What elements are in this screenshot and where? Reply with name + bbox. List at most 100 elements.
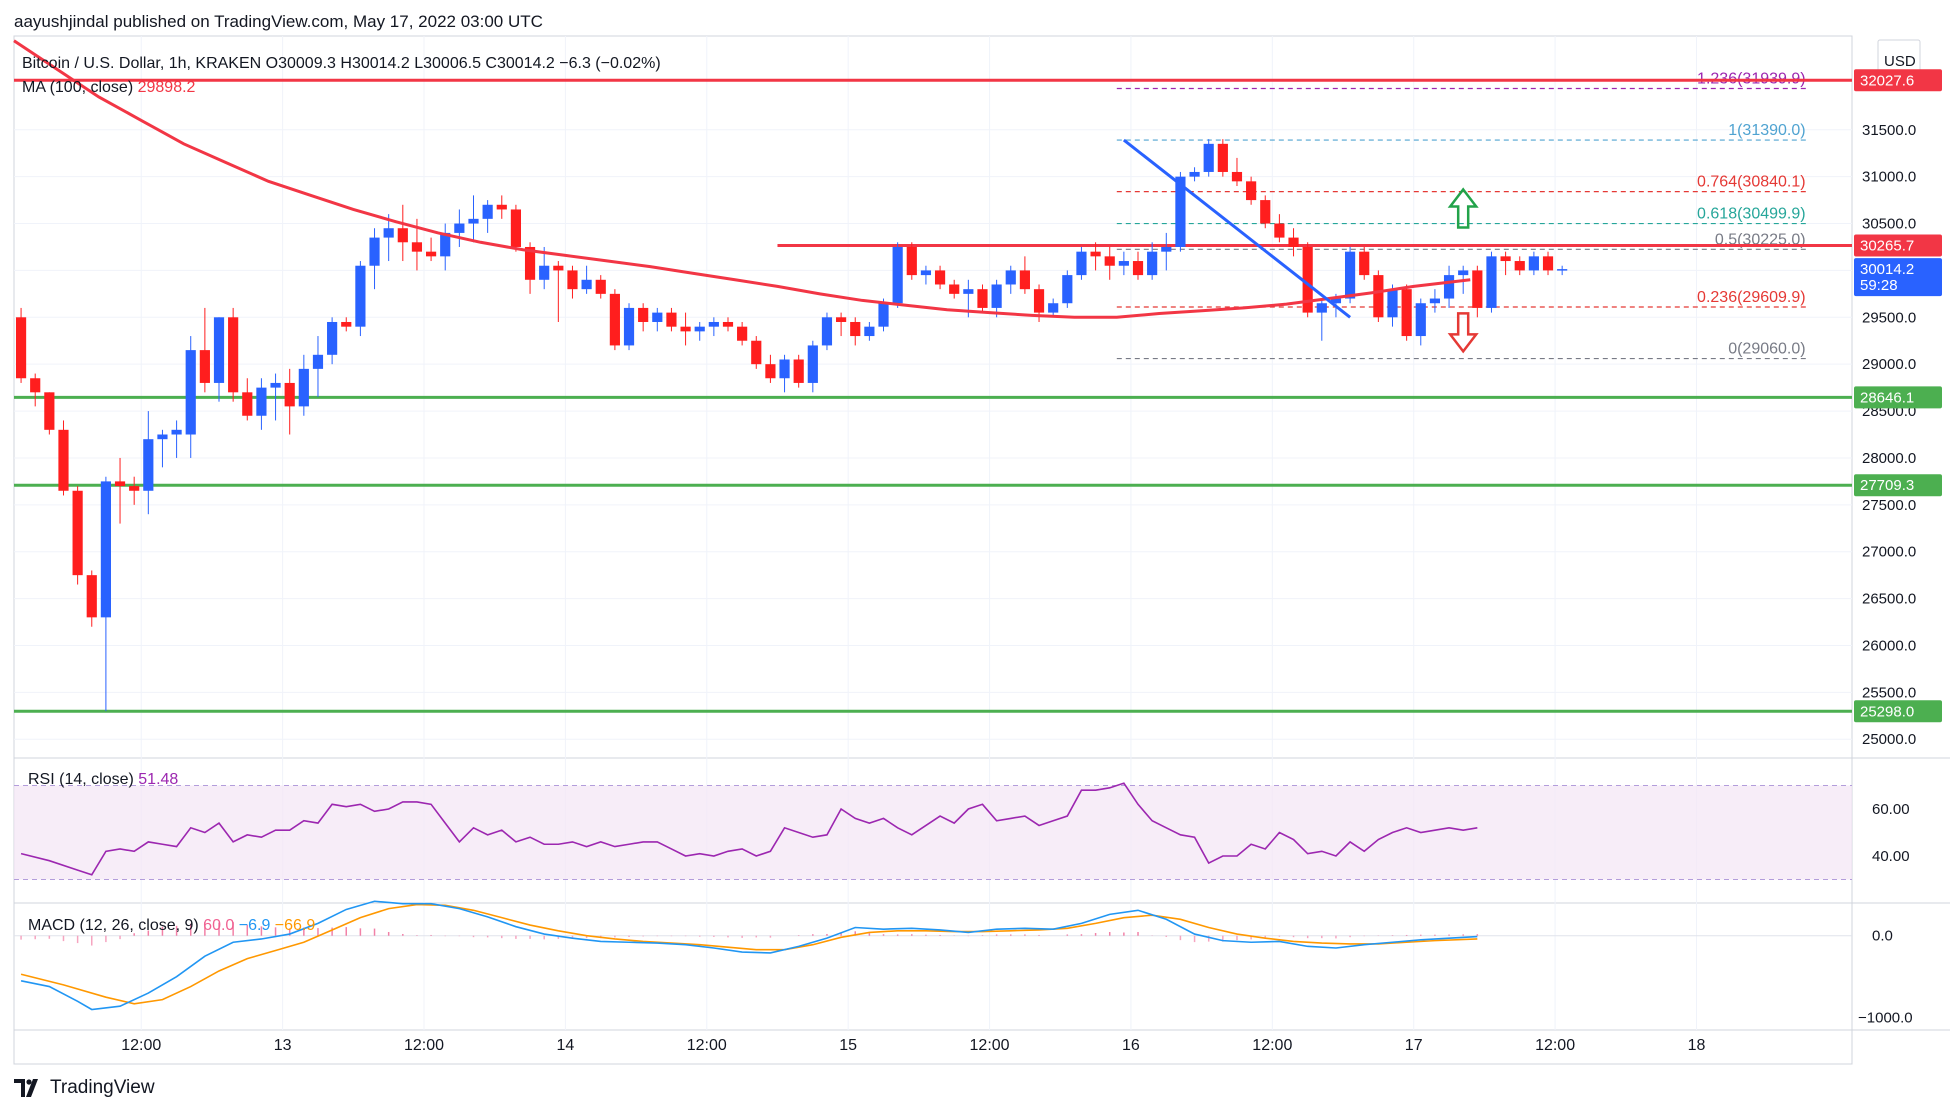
macd-legend-part: 60.0 — [203, 917, 239, 934]
tradingview-logo[interactable]: TradingView — [14, 1077, 155, 1099]
candle-body — [30, 378, 41, 393]
candle-body — [524, 246, 536, 280]
candle-body — [737, 326, 748, 341]
candle-body — [327, 321, 338, 355]
rsi-legend-value: 51.48 — [138, 771, 178, 788]
macd-signal-line — [20, 903, 1478, 1005]
candle-body — [1429, 298, 1441, 304]
legend-part: H30014.2 — [336, 55, 410, 72]
y-tick-label: 29500.0 — [1862, 309, 1916, 326]
candle-body — [72, 490, 83, 576]
rsi-tick-label: 60.00 — [1872, 801, 1910, 818]
candle-body — [1344, 251, 1356, 299]
candle-body — [1147, 251, 1158, 276]
candle-body — [1175, 176, 1186, 247]
candle-body — [807, 345, 818, 383]
fib-level-label: 1(31390.0) — [1728, 122, 1805, 139]
x-tick-label: 18 — [1688, 1037, 1706, 1054]
grid-horizontal — [14, 129, 1852, 740]
x-tick-label: 16 — [1122, 1037, 1140, 1054]
candle-body — [228, 317, 239, 393]
legend-part: −6.3 (−0.02%) — [555, 55, 661, 72]
price-label-box — [1854, 69, 1942, 92]
candle-body — [1104, 256, 1115, 266]
candle-body — [850, 321, 861, 337]
candle-body — [751, 340, 762, 365]
candle-body — [1062, 275, 1073, 304]
legend-part: C30014.2 — [481, 55, 555, 72]
candle-body — [454, 223, 465, 233]
y-tick-label: 30500.0 — [1862, 216, 1916, 233]
candle-body — [708, 321, 719, 327]
ma100-line — [13, 39, 1471, 319]
price-label-box — [1854, 474, 1942, 497]
rsi-legend-label: RSI (14, close) — [28, 771, 138, 788]
candle-body — [1246, 181, 1257, 201]
candle-body — [623, 307, 635, 346]
candle-body — [129, 486, 140, 491]
y-tick-label: 25500.0 — [1862, 684, 1916, 701]
candle-body — [157, 434, 168, 440]
candle-body — [1033, 289, 1045, 313]
candle-body — [383, 228, 394, 238]
candle-body — [1528, 256, 1539, 271]
x-tick-label: 14 — [557, 1037, 575, 1054]
candle-body — [680, 326, 691, 332]
candle-body — [1132, 261, 1144, 276]
candle-body — [1472, 270, 1483, 308]
price-label: 30014.2 — [1860, 261, 1914, 278]
candle-body — [270, 382, 281, 388]
candle-body — [878, 303, 889, 327]
grid-vertical — [140, 36, 1697, 1030]
price-label-box — [1854, 386, 1942, 409]
candle-body — [341, 321, 352, 327]
x-tick-label: 12:00 — [970, 1037, 1010, 1054]
candle-body — [1217, 143, 1228, 172]
candle-body — [440, 232, 451, 257]
candle-body — [1542, 256, 1554, 271]
rsi-tick-label: 40.00 — [1872, 848, 1910, 865]
fib-level-label: 0.618(30499.9) — [1697, 206, 1806, 223]
candle-body — [100, 481, 111, 618]
candle-body — [1076, 251, 1087, 276]
candle-body — [1090, 251, 1101, 257]
candle-body — [836, 317, 847, 322]
candle-body — [1203, 143, 1214, 172]
candle-body — [1359, 251, 1370, 276]
candle-body — [1274, 223, 1285, 238]
ma-legend-label: MA (100, close) — [22, 79, 138, 96]
candle-body — [567, 270, 578, 290]
plot-frame — [13, 35, 1853, 1065]
ma-legend-text: MA (100, close) 29898.2 — [22, 79, 196, 96]
candle-body — [1288, 237, 1299, 247]
candle-body — [1486, 256, 1497, 308]
macd-legend: MACD (12, 26, close, 9) 60.0 −6.9 −66.9 — [28, 917, 315, 934]
candle-body — [496, 204, 507, 210]
price-label: 25298.0 — [1860, 703, 1914, 720]
price-label-box — [1854, 234, 1942, 257]
candles — [15, 139, 1568, 712]
candle-body — [963, 289, 974, 294]
rsi-band — [14, 785, 1852, 880]
candle-body — [482, 204, 493, 219]
candle-body — [1189, 171, 1200, 177]
candle-body — [143, 439, 154, 491]
legend-part: L30006.5 — [410, 55, 481, 72]
x-tick-label: 17 — [1405, 1037, 1423, 1054]
price-label-box — [1854, 700, 1942, 723]
candle-body — [595, 279, 606, 294]
y-tick-label: 26500.0 — [1862, 591, 1916, 608]
candle-body — [1005, 270, 1016, 285]
price-label: 27709.3 — [1860, 477, 1914, 494]
x-tick-label: 12:00 — [404, 1037, 444, 1054]
candle-body — [1401, 289, 1412, 337]
candle-body — [355, 265, 366, 327]
x-tick-label: 12:00 — [1535, 1037, 1575, 1054]
rsi-legend: RSI (14, close) 51.48 — [28, 771, 178, 788]
candle-body — [638, 307, 649, 322]
tradingview-logo-icon — [14, 1079, 38, 1097]
candle-body — [256, 387, 267, 416]
fib-level-label: 0(29060.0) — [1728, 341, 1805, 358]
candle-body — [1048, 303, 1059, 313]
